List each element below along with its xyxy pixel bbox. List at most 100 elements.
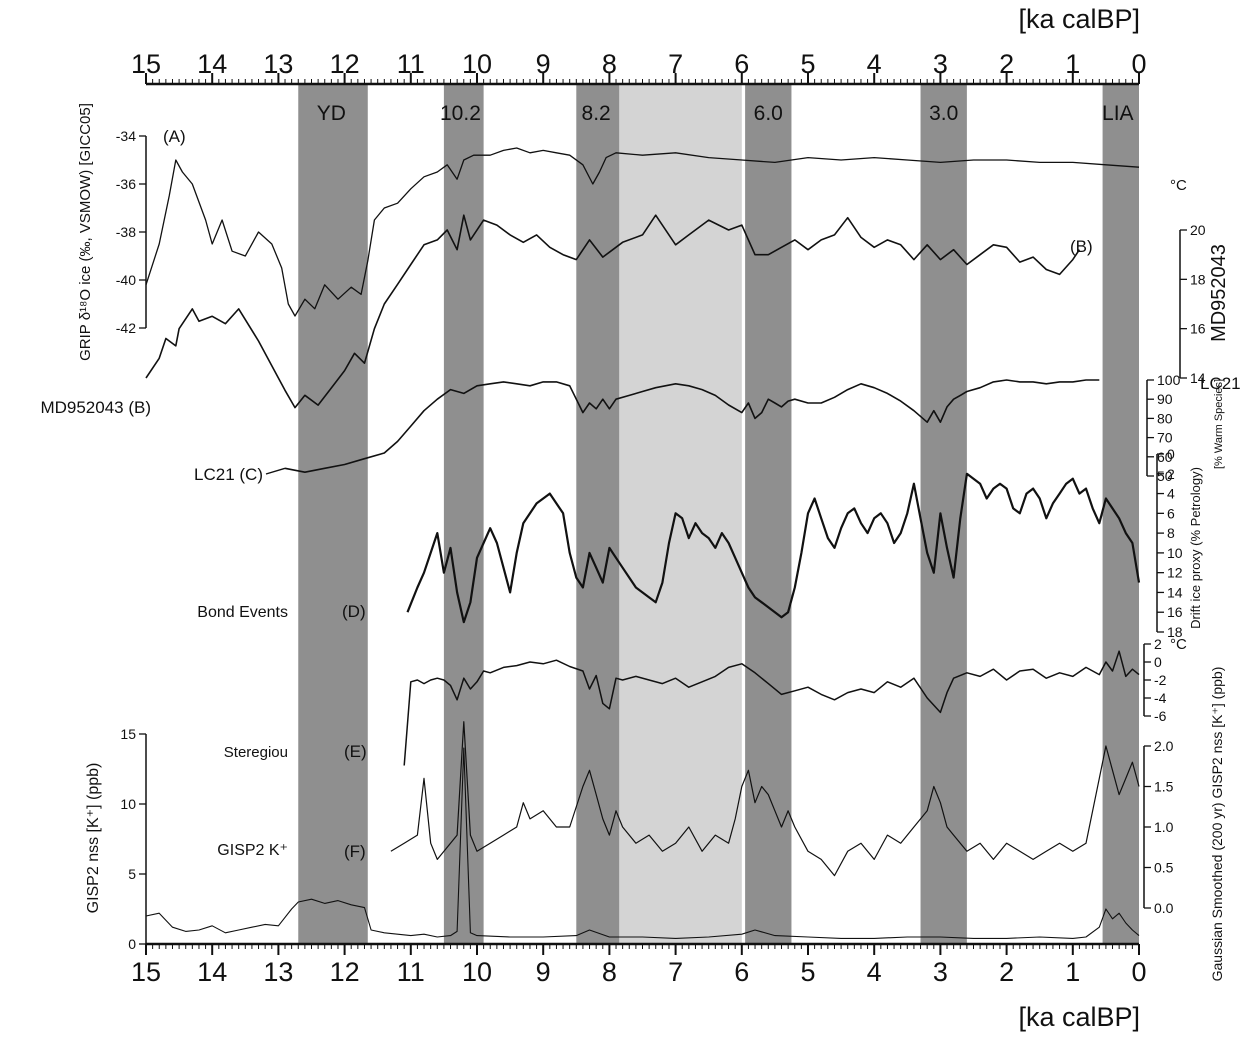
y-tick-label-D: 14: [1167, 584, 1183, 600]
y-axis-title-F: Gaussian Smoothed (200 yr) GISP2 nss [K⁺…: [1209, 667, 1225, 982]
y-tick-label-E: 2: [1154, 636, 1162, 652]
y-tick-label-B: 18: [1190, 271, 1206, 287]
y-tick-label-A: -36: [116, 176, 136, 192]
y-tick-label-C: 100: [1157, 372, 1181, 388]
event-band-YD: [298, 84, 368, 944]
x-tick-label: 15: [131, 957, 161, 987]
x-tick-label: 0: [1131, 957, 1146, 987]
y-tick-label-D: 6: [1167, 505, 1175, 521]
y-tick-label-E: -4: [1154, 690, 1167, 706]
x-axis-title-top: [ka calBP]: [1018, 4, 1140, 34]
series-line-F: [390, 721, 1140, 877]
y-axis-title-C: LC21: [1200, 374, 1241, 393]
x-tick-label: 5: [800, 957, 815, 987]
x-tick-label: 13: [263, 49, 293, 79]
x-tick-label: 8: [602, 49, 617, 79]
x-tick-label: 8: [602, 957, 617, 987]
event-band-10.2: [443, 84, 484, 944]
y-tick-label-E: -6: [1154, 708, 1167, 724]
y-tick-label-F: 0.0: [1154, 900, 1174, 916]
series-labels: (A) MD952043 (B) (B) LC21 (C) Bond Events (D)…: [40, 127, 1092, 861]
series-label-C: LC21 (C): [194, 465, 263, 484]
y-tick-label-B: 20: [1190, 222, 1206, 238]
y-tick-label-G: 0: [128, 936, 136, 952]
y-tick-label-A: -38: [116, 224, 136, 240]
event-label: LIA: [1102, 102, 1134, 125]
event-band-6.0: [745, 84, 792, 944]
y-tick-label-B: 16: [1190, 321, 1206, 337]
y-tick-label-C: 70: [1157, 430, 1173, 446]
y-tick-label-A: -40: [116, 272, 136, 288]
y-axis-unit-C: [% Warm Species]: [1213, 379, 1225, 469]
y-tick-label-C: 90: [1157, 391, 1173, 407]
series-label-A: (A): [163, 127, 186, 146]
x-tick-label: 2: [999, 49, 1014, 79]
x-tick-label: 15: [131, 49, 161, 79]
x-tick-label: 5: [800, 49, 815, 79]
series-label-D: Bond Events: [197, 604, 288, 621]
y-tick-label-D: 8: [1167, 525, 1175, 541]
y-tick-label-C: 50: [1157, 468, 1173, 484]
y-tick-label-F: 1.5: [1154, 779, 1174, 795]
x-tick-label: 4: [867, 49, 882, 79]
y-axis-title-D: Drift ice proxy (% Petrology): [1188, 467, 1203, 629]
x-tick-label: 10: [462, 957, 492, 987]
x-tick-label: 6: [734, 957, 749, 987]
event-labels: YD 10.2 8.2 6.0 3.0 LIA: [317, 102, 1134, 125]
series-end-label-F: (F): [344, 842, 366, 861]
event-band-LIA: [1102, 84, 1139, 944]
event-label: 10.2: [440, 102, 481, 125]
x-tick-label: 12: [330, 49, 360, 79]
event-band-3.0: [920, 84, 967, 944]
y-tick-label-C: 60: [1157, 449, 1173, 465]
series-line-D: [406, 472, 1141, 624]
x-tick-label: 2: [999, 957, 1014, 987]
y-tick-label-D: 12: [1167, 565, 1183, 581]
event-label: 8.2: [582, 102, 611, 125]
x-tick-label: 14: [197, 957, 227, 987]
x-tick-label: 6: [734, 49, 749, 79]
y-axis-title-B: MD952043: [1208, 244, 1230, 342]
x-tick-label: 0: [1131, 49, 1146, 79]
x-tick-label: 9: [536, 49, 551, 79]
y-tick-label-B: 14: [1190, 370, 1206, 386]
event-bands: [298, 84, 1139, 944]
event-label: 6.0: [754, 102, 783, 125]
x-tick-label: 1: [1065, 49, 1080, 79]
event-label: 3.0: [929, 102, 958, 125]
series-end-label-E: (E): [344, 742, 367, 761]
series-label-F: GISP2 K⁺: [217, 842, 288, 859]
y-tick-label-F: 1.0: [1154, 819, 1174, 835]
y-axis-unit-B: °C: [1170, 177, 1187, 194]
series-line-B: [145, 214, 1081, 409]
x-tick-label: 11: [397, 49, 425, 79]
series-line-E: [403, 650, 1140, 766]
y-axis-title-G: GISP2 nss [K⁺] (ppb): [85, 763, 102, 914]
y-tick-label-D: 16: [1167, 604, 1183, 620]
y-tick-label-G: 5: [128, 866, 136, 882]
y-tick-label-G: 10: [120, 796, 136, 812]
series-label-B: MD952043 (B): [40, 398, 151, 417]
x-tick-label: 11: [397, 957, 425, 987]
x-tick-label: 3: [933, 957, 948, 987]
series-line-A: [145, 147, 1140, 317]
y-tick-label-D: 10: [1167, 545, 1183, 561]
y-tick-label-A: -42: [116, 320, 136, 336]
x-tick-label: 4: [867, 957, 882, 987]
series-end-label-D: (D): [342, 602, 366, 621]
series-end-label-B: (B): [1070, 237, 1093, 256]
series-line-G: [145, 747, 1140, 939]
x-tick-label: 3: [933, 49, 948, 79]
time-axes: 15 14 13 12 11 10 9 8 7 6 5 4 3 2 1 015 14 13 12 11 10 9 8 7 6 5 4…: [131, 4, 1147, 1032]
y-tick-label-F: 2.0: [1154, 738, 1174, 754]
x-tick-label: 14: [197, 49, 227, 79]
x-tick-label: 12: [330, 957, 360, 987]
event-band-8.2: [576, 84, 620, 944]
series-label-E: Steregiou: [224, 744, 288, 761]
proxy-series: [145, 147, 1141, 939]
event-label: YD: [317, 102, 346, 125]
y-tick-label-D: 18: [1167, 624, 1183, 640]
series-line-C: [284, 379, 1100, 474]
